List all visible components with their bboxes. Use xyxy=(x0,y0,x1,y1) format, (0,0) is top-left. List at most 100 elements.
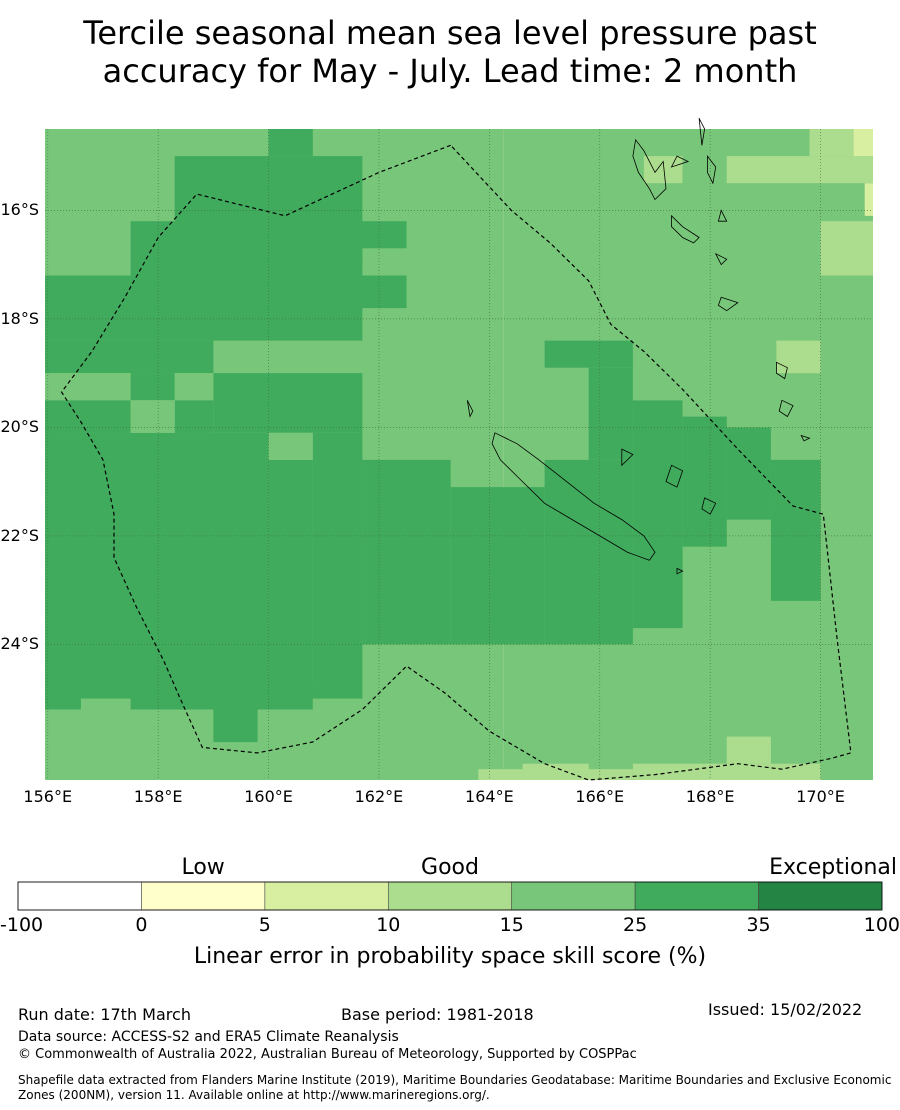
skill-cell xyxy=(45,400,131,433)
latitude-label: 16°S xyxy=(0,200,39,220)
skill-cell xyxy=(864,183,873,216)
colorbar-tick-label: 100 xyxy=(863,914,900,936)
skill-cell xyxy=(213,709,258,743)
coastline xyxy=(717,296,739,312)
skill-cell xyxy=(726,427,771,520)
longitude-label: 160°E xyxy=(244,787,293,806)
skill-cell xyxy=(362,275,407,309)
coastline xyxy=(621,448,634,467)
skill-cell xyxy=(362,221,407,249)
coastline xyxy=(800,434,811,442)
skill-cell xyxy=(544,459,633,645)
colorbar-tick-label: -100 xyxy=(0,914,44,936)
map-title: Tercile seasonal mean sea level pressure… xyxy=(0,14,900,90)
skill-cell xyxy=(362,459,451,645)
colorbar-segment xyxy=(17,881,142,911)
copyright: © Commonwealth of Australia 2022, Austra… xyxy=(18,1047,637,1062)
colorbar-segment xyxy=(387,881,513,911)
colorbar-segment xyxy=(141,881,266,911)
skill-cell xyxy=(588,367,633,460)
skill-cell xyxy=(213,373,363,433)
coastline xyxy=(671,214,700,244)
skill-cell xyxy=(544,340,633,368)
colorbar-segment xyxy=(634,881,759,911)
skill-cell xyxy=(450,487,545,645)
map-title-line-2: accuracy for May - July. Lead time: 2 mo… xyxy=(102,52,798,90)
skill-cell xyxy=(632,400,683,629)
skill-cell xyxy=(726,156,873,184)
colorbar-segment xyxy=(264,881,389,911)
skill-cell xyxy=(820,221,873,276)
colorbar-tick-label: 15 xyxy=(499,914,524,936)
colorbar-tick-label: 25 xyxy=(623,914,648,936)
coastline xyxy=(717,209,728,222)
coastline xyxy=(701,497,717,515)
shapefile-credit: Shapefile data extracted from Flanders M… xyxy=(18,1073,892,1102)
longitude-label: 168°E xyxy=(685,787,735,806)
colorbar-tick-label: 35 xyxy=(746,914,771,936)
data-source: Data source: ACCESS-S2 and ERA5 Climate … xyxy=(18,1029,399,1045)
skill-cell xyxy=(268,432,313,460)
skill-grid-cells xyxy=(45,129,873,780)
base-period: Base period: 1981-2018 xyxy=(341,1005,534,1024)
longitude-label: 162°E xyxy=(354,787,404,806)
latitude-label: 18°S xyxy=(0,308,39,328)
skill-cell xyxy=(268,459,313,699)
coastline xyxy=(466,400,474,418)
coastline xyxy=(707,154,717,185)
coastline xyxy=(714,252,728,266)
skill-cell xyxy=(478,769,633,780)
coastline xyxy=(491,432,656,561)
coastline xyxy=(776,361,788,380)
latitude-label: 20°S xyxy=(0,417,39,437)
skill-cell xyxy=(853,129,873,157)
skill-cell xyxy=(770,459,821,601)
issued-date: Issued: 15/02/2022 xyxy=(708,1000,863,1019)
legend-category-label: Exceptional xyxy=(769,855,897,880)
colorbar-tick-label: 10 xyxy=(376,914,401,936)
skill-cell xyxy=(174,373,214,401)
latitude-label: 22°S xyxy=(0,525,39,545)
colorbar xyxy=(17,881,883,911)
colorbar-segment xyxy=(758,881,883,911)
skill-cell xyxy=(45,432,269,699)
coastlines xyxy=(466,118,811,575)
skill-cell xyxy=(776,340,821,374)
skill-cell xyxy=(174,400,214,433)
skill-cell xyxy=(643,156,683,184)
coastline xyxy=(670,155,690,168)
colorbar-segment xyxy=(511,881,636,911)
skill-cell xyxy=(312,432,363,699)
longitude-label: 158°E xyxy=(133,787,183,806)
skill-cell xyxy=(45,340,214,374)
colorbar-frame xyxy=(17,881,883,911)
coastline xyxy=(778,399,794,418)
skill-cell xyxy=(268,129,313,157)
skill-cell xyxy=(130,373,175,401)
run-date: Run date: 17th March xyxy=(18,1005,191,1024)
skill-cell xyxy=(632,367,683,401)
coastline xyxy=(676,567,684,575)
longitude-label: 170°E xyxy=(796,787,845,806)
coastline xyxy=(632,138,667,201)
skill-cell xyxy=(45,373,131,401)
skill-cell xyxy=(130,682,313,710)
colorbar-title: Linear error in probability space skill … xyxy=(193,944,707,969)
coastline xyxy=(698,118,706,146)
longitude-label: 166°E xyxy=(575,787,625,806)
skill-cell xyxy=(632,763,821,780)
colorbar-tick-label: 0 xyxy=(135,914,148,936)
skill-cell xyxy=(45,275,363,341)
legend-category-label: Low xyxy=(181,855,225,880)
skill-cell xyxy=(682,416,727,547)
legend-category-label: Good xyxy=(421,855,479,880)
skill-cell xyxy=(682,400,727,417)
longitude-label: 164°E xyxy=(465,787,514,806)
coastline xyxy=(665,464,684,488)
skill-cell xyxy=(726,736,771,764)
latitude-label: 24°S xyxy=(0,634,39,654)
skill-cell xyxy=(130,400,175,433)
map-title-line-1: Tercile seasonal mean sea level pressure… xyxy=(83,14,817,52)
colorbar-tick-label: 5 xyxy=(258,914,271,936)
